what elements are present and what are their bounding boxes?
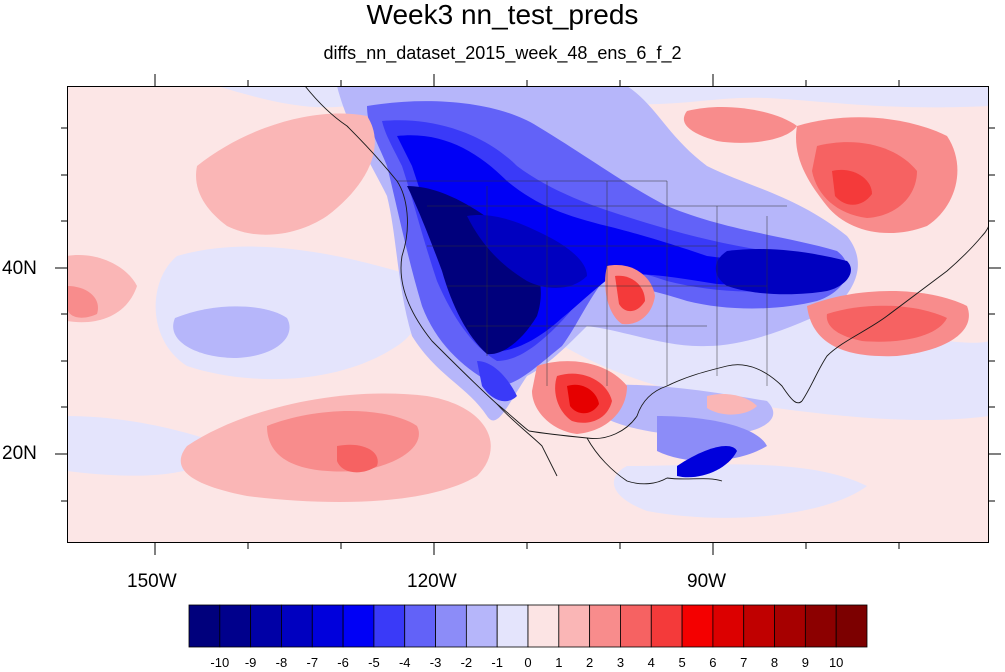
colorbar-swatch [558, 604, 591, 648]
colorbar-swatch [281, 604, 313, 648]
plot-subtitle: diffs_nn_dataset_2015_week_48_ens_6_f_2 [323, 43, 682, 63]
colorbar-tick-label: -5 [368, 655, 380, 670]
colorbar-swatch [188, 604, 221, 648]
colorbar-swatch [342, 604, 375, 648]
colorbar-swatch [620, 604, 652, 648]
lon-tick-label-150w: 150W [127, 571, 177, 592]
colorbar-tick-label: -4 [398, 655, 411, 670]
colorbar-swatch [465, 604, 498, 648]
colorbar-tick-label: 3 [616, 655, 625, 670]
colorbar-tick-label: 10 [828, 655, 844, 670]
colorbar-swatch [650, 604, 683, 648]
plot-title: Week3 nn_test_preds [366, 0, 639, 30]
colorbar-tick-label: 7 [740, 655, 748, 670]
colorbar-swatch [311, 604, 344, 648]
anomaly-field-positive [67, 106, 969, 502]
colorbar-tick-label: 9 [801, 655, 809, 670]
colorbar-swatch [743, 604, 775, 648]
colorbar-swatch [404, 604, 436, 648]
colorbar-tick-label: 8 [770, 655, 779, 670]
colorbar-swatch [435, 604, 467, 648]
lat-tick-label-20n: 20N [2, 443, 37, 464]
colorbar-tick-label: -8 [275, 655, 288, 670]
colorbar-swatch [774, 604, 806, 648]
colorbar-tick-label: 5 [678, 655, 686, 670]
colorbar-tick-label: -3 [429, 655, 442, 670]
colorbar-swatch [712, 604, 745, 648]
colorbar [188, 604, 868, 648]
colorbar-swatch [496, 604, 529, 648]
colorbar-tick-label: -9 [244, 655, 257, 670]
colorbar-tick-label: -7 [306, 655, 319, 670]
state-boundary-overlay [397, 180, 787, 386]
colorbar-tick-label: -10 [210, 655, 230, 670]
colorbar-tick-label: 0 [524, 655, 532, 670]
map-panel [67, 86, 989, 543]
colorbar-swatch [527, 604, 560, 648]
colorbar-tick-label: -6 [337, 655, 349, 670]
colorbar-tick-label: -2 [460, 655, 473, 670]
colorbar-swatch [589, 604, 621, 648]
colorbar-swatch [250, 604, 282, 648]
lon-tick-label-90w: 90W [687, 571, 727, 592]
colorbar-swatch [835, 604, 868, 648]
lon-tick-label-120w: 120W [407, 571, 457, 592]
colorbar-tick-label: -1 [491, 655, 503, 670]
colorbar-tick-label: 4 [647, 655, 655, 670]
colorbar-tick-label: 2 [586, 655, 594, 670]
colorbar-tick-label: 1 [555, 655, 563, 670]
colorbar-swatch [373, 604, 406, 648]
colorbar-swatch [219, 604, 252, 648]
colorbar-swatch [804, 604, 837, 648]
lat-tick-label-40n: 40N [2, 258, 37, 279]
colorbar-tick-label: 6 [709, 655, 717, 670]
colorbar-swatch [681, 604, 714, 648]
